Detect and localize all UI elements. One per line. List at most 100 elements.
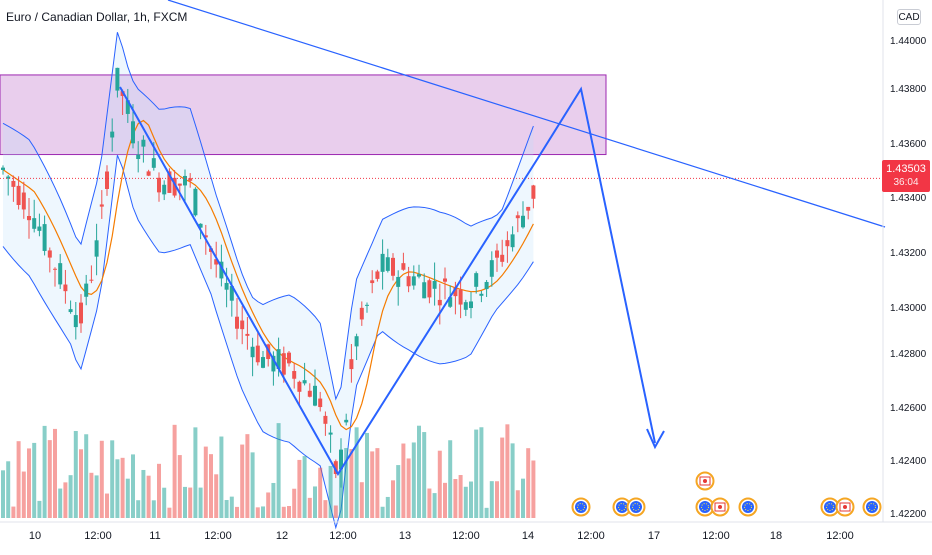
volume-bar (458, 475, 463, 518)
candle-body (458, 289, 463, 305)
volume-bar (411, 442, 416, 518)
volume-bar (73, 430, 78, 518)
price-tick-label: 1.43800 (890, 84, 927, 95)
price-tick-label: 1.43000 (890, 303, 927, 314)
chart-title: Euro / Canadian Dollar, 1h, FXCM (6, 10, 188, 24)
candle-body (417, 274, 421, 277)
volume-bar (27, 448, 31, 518)
volume-bar (6, 461, 11, 518)
volume-bar (131, 454, 135, 518)
candle-body (261, 357, 265, 368)
candle-body (198, 223, 203, 228)
candle-body (110, 131, 115, 138)
volume-bar (479, 427, 484, 518)
candle-body (484, 281, 489, 290)
volume-bar (313, 486, 317, 518)
arrow-head (646, 428, 665, 450)
price-tick-label: 1.42600 (890, 403, 927, 414)
eu-flag-icon (866, 501, 878, 513)
candle-body (510, 234, 515, 248)
projection-path (119, 86, 656, 476)
volume-bar (183, 486, 187, 518)
eu-flag-icon (575, 501, 587, 513)
candle-body (344, 419, 349, 423)
volume-bar (198, 487, 203, 518)
candle-body (167, 171, 172, 193)
candle-body (292, 371, 297, 379)
candle-body (313, 385, 317, 406)
volume-bar (250, 452, 255, 518)
volume-bar (396, 465, 401, 518)
volume-bar (531, 460, 536, 518)
candle-body (469, 301, 473, 309)
volume-bar (302, 456, 307, 518)
candle-body (328, 432, 333, 435)
time-tick-label: 12:00 (329, 530, 357, 542)
candle-body (37, 226, 42, 231)
candle-body (411, 276, 416, 286)
volume-bar (287, 506, 291, 518)
price-tick-label: 1.43400 (890, 193, 927, 204)
volume-bar (172, 424, 177, 518)
volume-bar (417, 425, 421, 518)
time-tick-label: 12:00 (452, 530, 480, 542)
volume-bar (37, 500, 42, 518)
volume-bar (235, 506, 239, 518)
time-tick-label: 12:00 (577, 530, 605, 542)
volume-bar (297, 459, 302, 518)
candle-body (250, 346, 255, 358)
volume-bar (385, 496, 390, 518)
candle-body (333, 461, 338, 475)
bollinger-lower-line (2, 155, 534, 530)
candle-body (84, 283, 89, 297)
volume-bar (63, 482, 68, 518)
candle-body (302, 380, 307, 384)
time-tick-label: 11 (149, 530, 161, 542)
price-tick-label: 1.43600 (890, 139, 927, 150)
bar-countdown: 36:04 (893, 177, 919, 188)
volume-bar (344, 447, 349, 518)
candle-body (287, 352, 291, 364)
candle-body (422, 282, 427, 299)
eu-flag-icon (630, 501, 642, 513)
candle-body (99, 204, 104, 207)
eu-flag-icon (824, 501, 836, 513)
volume-bar (162, 487, 167, 518)
volume-bar (53, 428, 57, 518)
volume-bar (370, 451, 375, 518)
candle-body (193, 188, 198, 216)
volume-bar (276, 423, 281, 518)
currency-button[interactable]: CAD (897, 9, 921, 25)
price-tick-label: 1.44000 (890, 36, 927, 47)
canada-flag-icon (718, 505, 722, 509)
volume-bar (167, 507, 172, 518)
time-tick-label: 13 (398, 530, 412, 542)
candle-body (219, 261, 224, 279)
volume-bar (365, 432, 369, 518)
eu-flag-icon (632, 503, 640, 511)
time-tick-label: 12:00 (84, 530, 112, 542)
candle-body (448, 297, 453, 307)
time-tick-label: 10 (28, 530, 42, 542)
candle-body (385, 257, 390, 271)
candle-body (68, 309, 73, 313)
volume-bar (120, 457, 125, 518)
candle-body (79, 302, 83, 324)
candle-body (307, 390, 312, 397)
volume-bar (328, 465, 333, 518)
candle-body (32, 218, 37, 229)
volume-bar (261, 506, 265, 518)
volume-bar (177, 455, 182, 518)
candle-body (370, 280, 375, 284)
candle-body (224, 282, 229, 290)
candle-body (427, 280, 432, 298)
candle-body (47, 250, 52, 258)
volume-bar (203, 446, 208, 518)
candle-body (16, 185, 21, 206)
candle-body (521, 215, 525, 228)
volume-bar (79, 449, 83, 518)
volume-bar (422, 432, 427, 518)
volume-bar (245, 434, 250, 518)
